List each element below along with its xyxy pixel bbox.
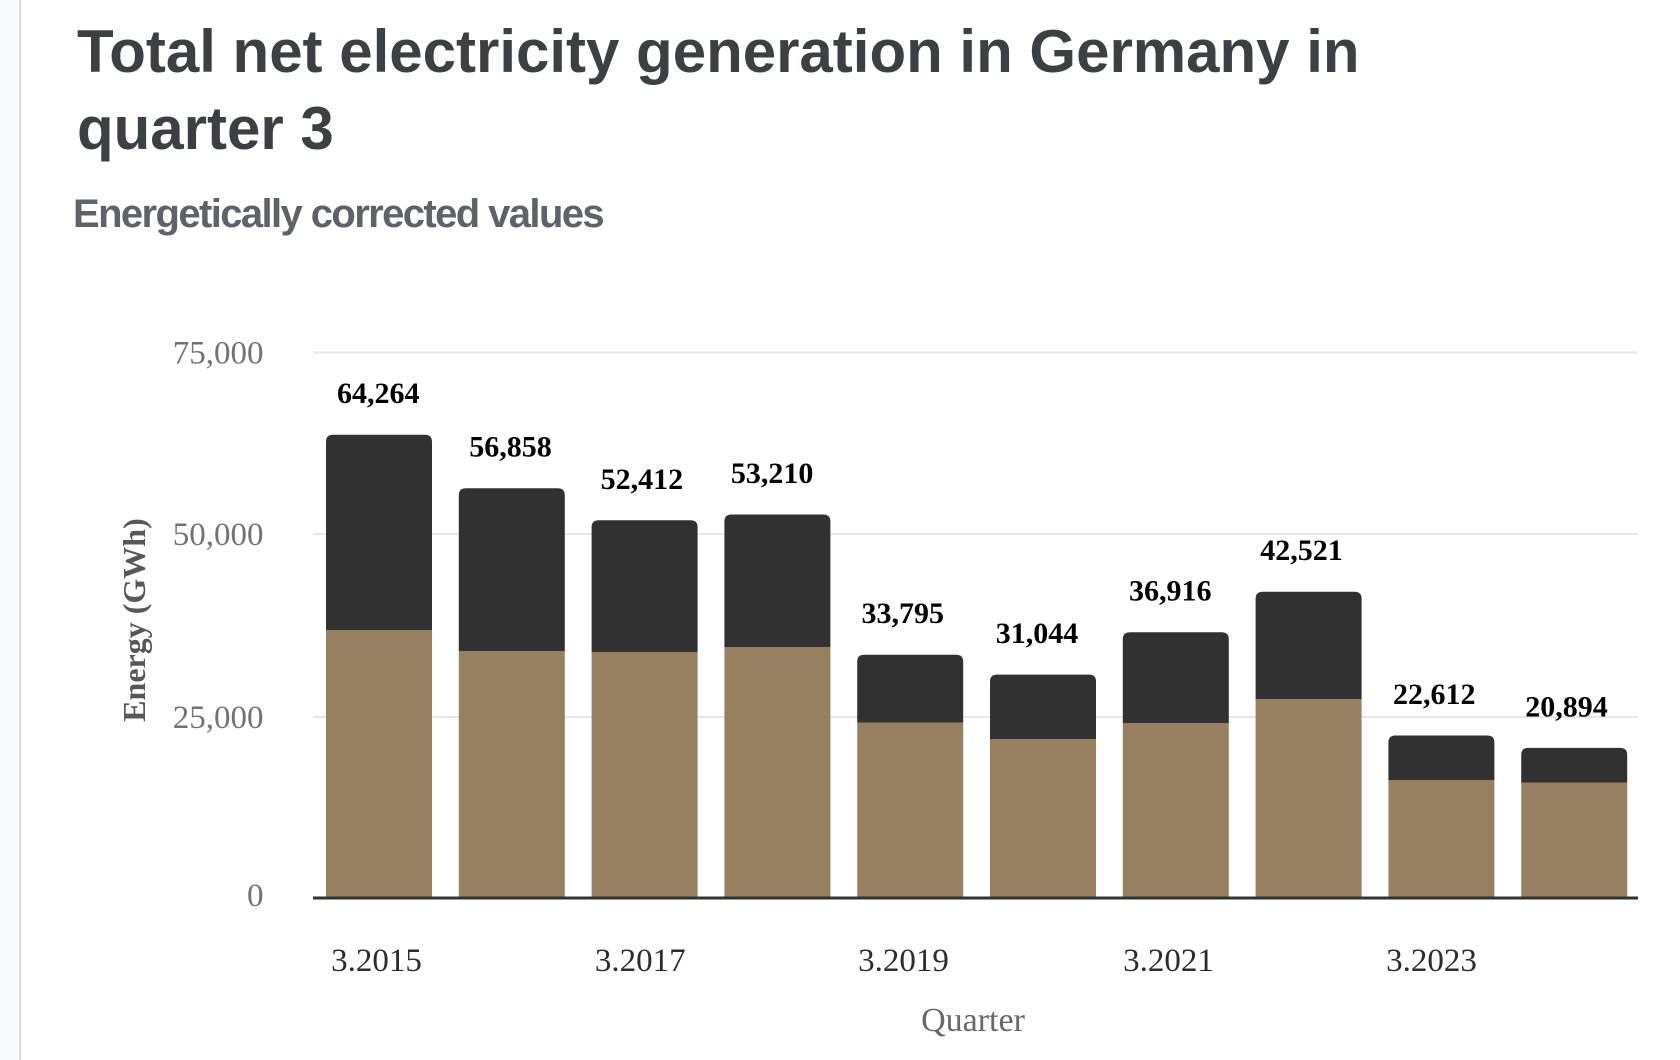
svg-text:75,000: 75,000 [173,336,264,372]
svg-text:25,000: 25,000 [173,700,264,736]
svg-text:3.2019: 3.2019 [858,943,949,979]
svg-text:64,264: 64,264 [337,377,420,410]
svg-text:22,612: 22,612 [1393,678,1476,711]
svg-text:3.2023: 3.2023 [1386,943,1477,979]
svg-text:3.2021: 3.2021 [1123,943,1214,979]
svg-text:Energy (GWh): Energy (GWh) [116,518,152,722]
svg-text:3.2015: 3.2015 [331,943,422,979]
svg-text:31,044: 31,044 [996,617,1079,650]
svg-text:56,858: 56,858 [469,431,552,464]
svg-text:36,916: 36,916 [1129,575,1212,608]
svg-text:3.2017: 3.2017 [595,943,686,979]
svg-text:53,210: 53,210 [731,457,814,490]
svg-text:33,795: 33,795 [862,597,945,630]
svg-text:50,000: 50,000 [173,517,264,553]
svg-text:Quarter: Quarter [921,1002,1026,1039]
svg-text:52,412: 52,412 [601,463,684,496]
svg-text:0: 0 [247,878,264,914]
svg-text:42,521: 42,521 [1260,534,1343,567]
svg-text:20,894: 20,894 [1525,690,1608,723]
